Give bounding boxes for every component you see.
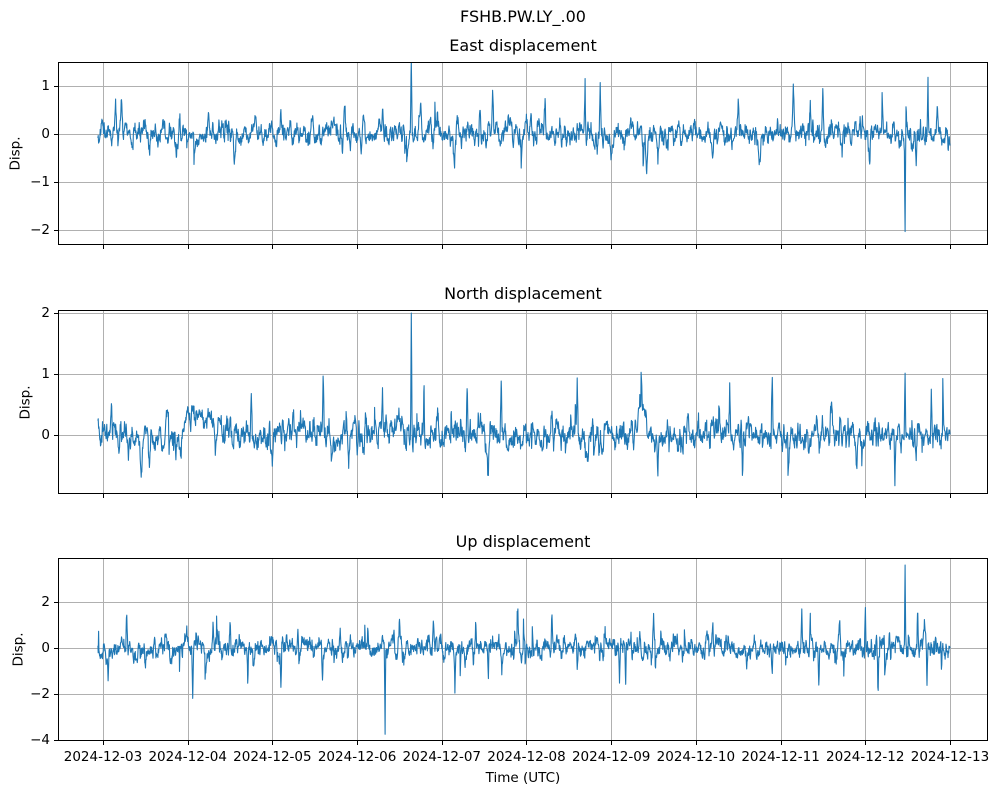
- y-tick-label: 1: [41, 365, 50, 382]
- x-tick-label: 2024-12-09: [571, 749, 651, 765]
- axes-frame: [58, 558, 988, 741]
- axis-tick-marks: [54, 602, 951, 745]
- figure-title: FSHB.PW.LY_.00: [460, 7, 586, 26]
- x-tick-label: 2024-12-04: [148, 749, 227, 765]
- x-tick-label: 2024-12-11: [741, 749, 820, 765]
- y-tick-label: 2: [41, 594, 50, 610]
- x-axis-label: Time (UTC): [485, 770, 561, 786]
- y-tick-label: −4: [30, 732, 50, 748]
- gridlines: [58, 310, 988, 494]
- y-tick-label: −2: [30, 686, 50, 702]
- subplot-title-east: East displacement: [449, 36, 597, 55]
- subplot-up: [54, 558, 988, 745]
- subplot-north: [54, 310, 988, 498]
- x-tick-label: 2024-12-07: [402, 749, 482, 765]
- axis-tick-marks: [54, 313, 951, 498]
- data-line: [97, 62, 951, 233]
- x-tick-label: 2024-12-08: [487, 749, 566, 765]
- y-tick-label: 2: [41, 304, 50, 321]
- x-tick-label: 2024-12-13: [910, 749, 990, 765]
- plot-canvas-east: [54, 62, 988, 249]
- axes-frame: [58, 310, 988, 494]
- data-line: [97, 312, 951, 487]
- axis-tick-marks: [54, 86, 951, 249]
- x-tick-label: 2024-12-10: [656, 749, 736, 765]
- gridlines: [58, 62, 988, 245]
- y-tick-label: 0: [41, 126, 50, 142]
- y-tick-label: 0: [41, 640, 50, 656]
- y-tick-label: 1: [41, 78, 50, 94]
- x-tick-label: 2024-12-12: [826, 749, 905, 765]
- y-tick-label: −2: [30, 222, 50, 238]
- plot-canvas-up: [54, 558, 988, 745]
- subplot-title-north: North displacement: [444, 284, 602, 303]
- x-tick-label: 2024-12-06: [317, 749, 397, 765]
- x-tick-label: 2024-12-05: [233, 749, 312, 765]
- y-axis-label-north: Disp.: [17, 385, 34, 420]
- x-tick-label: 2024-12-03: [63, 749, 143, 765]
- data-line: [97, 564, 951, 735]
- y-tick-label: −1: [30, 174, 50, 190]
- plot-canvas-north: [54, 310, 988, 498]
- y-tick-label: 0: [41, 427, 50, 443]
- subplot-east: [54, 62, 988, 249]
- axes-frame: [58, 62, 988, 245]
- subplot-title-up: Up displacement: [455, 532, 591, 551]
